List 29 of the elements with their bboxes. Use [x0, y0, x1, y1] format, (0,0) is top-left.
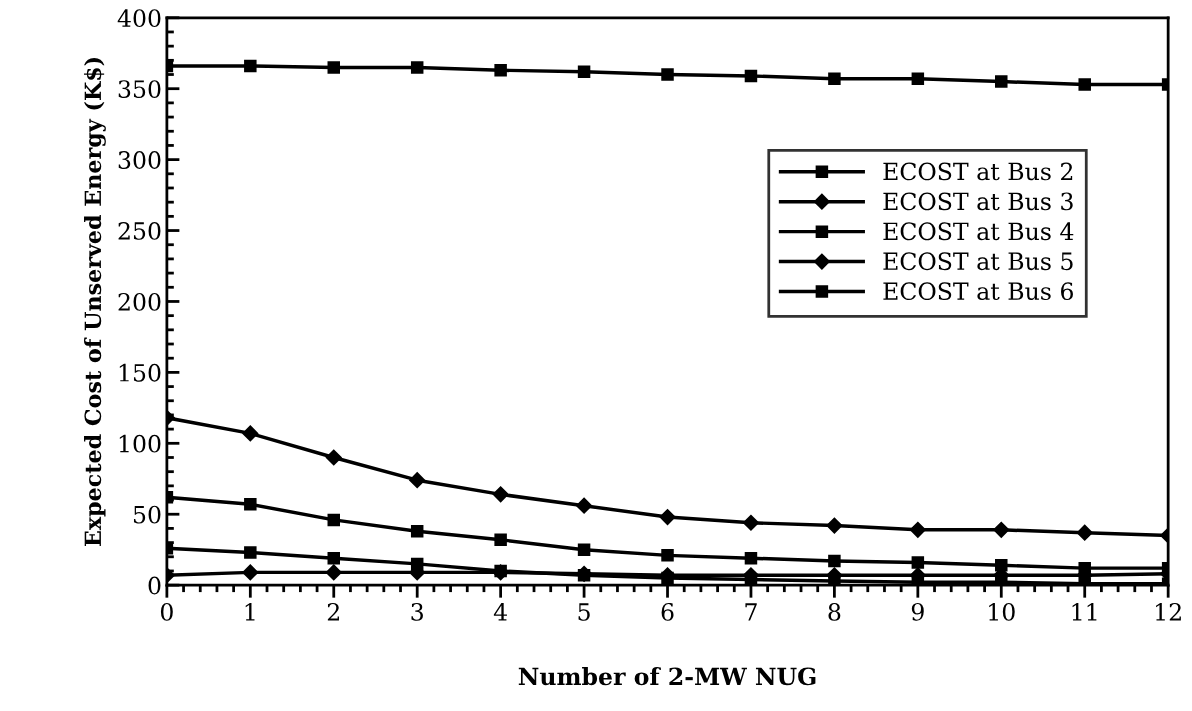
- x-tick-label: 11: [1072, 602, 1097, 621]
- y-tick-label: 200: [118, 292, 161, 311]
- x-tick-label: 10: [989, 602, 1015, 621]
- y-axis-title: Expected Cost of Unserved Energy (K$): [83, 57, 106, 547]
- legend-label: ECOST at Bus 6: [883, 282, 1073, 301]
- y-tick-label: 100: [119, 434, 161, 453]
- legend-label: ECOST at Bus 4: [883, 222, 1074, 241]
- x-tick-label: 5: [578, 603, 590, 621]
- x-tick-label: 7: [745, 603, 757, 621]
- x-tick-label: 4: [493, 602, 507, 621]
- x-tick-label: 12: [1156, 602, 1181, 621]
- y-tick-label: 150: [119, 363, 161, 382]
- x-tick-label: 3: [411, 602, 423, 621]
- x-tick-label: 9: [911, 602, 924, 621]
- x-tick-label: 2: [327, 602, 339, 621]
- y-tick-label: 300: [118, 151, 161, 169]
- legend-label: ECOST at Bus 3: [883, 192, 1073, 211]
- y-tick-label: 0: [148, 576, 161, 595]
- x-tick-label: 0: [160, 602, 173, 621]
- y-tick-label: 400: [117, 9, 161, 28]
- legend-label: ECOST at Bus 2: [883, 162, 1073, 181]
- y-tick-label: 350: [118, 80, 161, 98]
- x-tick-label: 1: [245, 602, 255, 621]
- y-tick-label: 50: [133, 505, 161, 524]
- x-tick-label: 8: [828, 602, 841, 621]
- legend-label: ECOST at Bus 5: [883, 252, 1073, 271]
- y-tick-label: 250: [118, 221, 161, 240]
- x-axis-title: Number of 2-MW NUG: [518, 667, 816, 686]
- x-tick-label: 6: [661, 602, 674, 621]
